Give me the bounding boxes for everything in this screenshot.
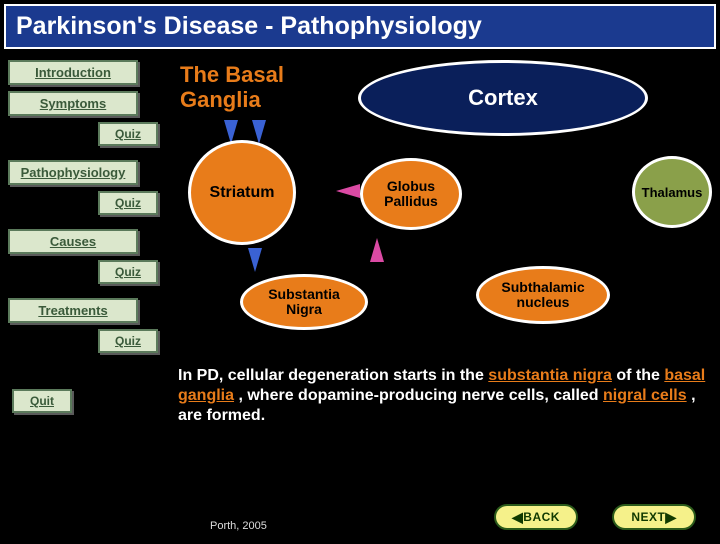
next-arrow-icon: ▶ [665,509,676,526]
node-striatum: Striatum [188,140,296,245]
arrow-striatum-substantia [248,248,262,272]
node-substantia-nigra: Substantia Nigra [240,274,368,330]
page-title: Parkinson's Disease - Pathophysiology [4,4,716,49]
citation: Porth, 2005 [210,520,267,532]
back-button[interactable]: ◀ BACK [494,504,578,530]
node-cortex: Cortex [358,60,648,136]
nav-causes-quiz[interactable]: Quiz [98,260,158,284]
substantia-line-1: Substantia [268,286,340,302]
sidebar-nav: Introduction Symptoms Quiz Pathophysiolo… [8,60,168,413]
nav-pathophysiology-quiz[interactable]: Quiz [98,191,158,215]
body-text: In PD, cellular degeneration starts in t… [178,366,708,426]
nav-symptoms[interactable]: Symptoms [8,91,138,116]
body-mid1: of the [616,367,664,384]
subthalamic-line-1: Subthalamic [501,279,584,295]
basal-ganglia-diagram: The Basal Ganglia Cortex Striatum Globus… [180,62,710,352]
body-mid2: , where dopamine-producing nerve cells, … [238,387,603,404]
back-label: BACK [523,510,560,524]
node-globus-pallidus: Globus Pallidus [360,158,462,230]
nav-treatments[interactable]: Treatments [8,298,138,323]
subthalamic-line-2: nucleus [517,294,570,310]
body-hl-nigral-cells: nigral cells [603,387,687,404]
node-subthalamic-nucleus: Subthalamic nucleus [476,266,610,324]
nav-quit[interactable]: Quit [12,389,72,413]
body-hl-substantia-nigra: substantia nigra [488,367,612,384]
nav-causes[interactable]: Causes [8,229,138,254]
nav-introduction[interactable]: Introduction [8,60,138,85]
node-thalamus: Thalamus [632,156,712,228]
globus-line-2: Pallidus [384,193,438,209]
globus-line-1: Globus [387,178,435,194]
pager: ◀ BACK NEXT ▶ [494,504,696,530]
body-prefix: In PD, cellular degeneration starts in t… [178,367,488,384]
next-button[interactable]: NEXT ▶ [612,504,696,530]
nav-pathophysiology[interactable]: Pathophysiology [8,160,138,185]
nav-treatments-quiz[interactable]: Quiz [98,329,158,353]
next-label: NEXT [631,510,665,524]
diagram-heading: The Basal Ganglia [180,62,284,113]
arrow-striatum-globus [336,184,360,198]
substantia-line-2: Nigra [286,301,322,317]
content-area: The Basal Ganglia Cortex Striatum Globus… [180,62,710,352]
heading-line-1: The Basal [180,62,284,87]
arrow-substantia-globus [370,238,384,262]
heading-line-2: Ganglia [180,87,261,112]
nav-symptoms-quiz[interactable]: Quiz [98,122,158,146]
back-arrow-icon: ◀ [512,509,523,526]
